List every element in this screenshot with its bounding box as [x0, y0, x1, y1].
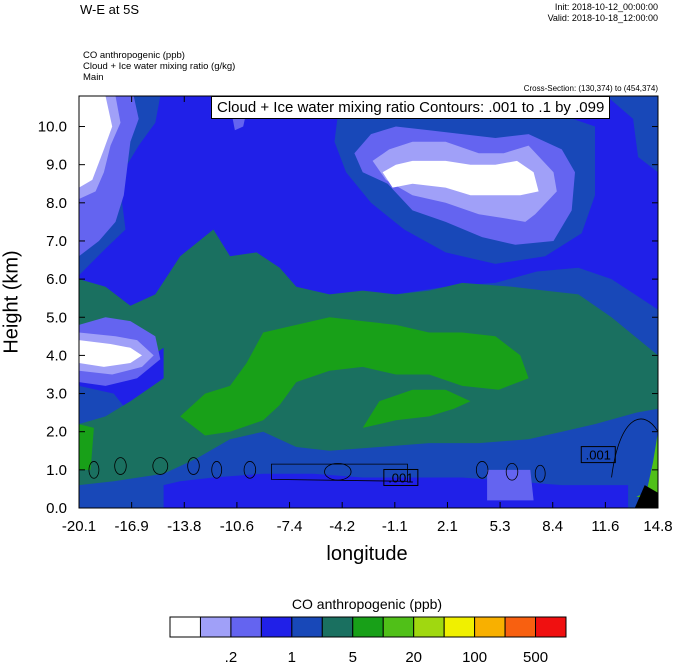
- x-tick-label: -7.4: [277, 518, 303, 535]
- cloud-contour-7: [475, 461, 489, 479]
- co-region-9: [636, 431, 658, 501]
- x-tick-label: 8.4: [542, 518, 563, 535]
- co-region-6: [180, 317, 529, 436]
- x-tick-label: -10.6: [220, 518, 254, 535]
- colorbar-swatch: [443, 616, 476, 638]
- colorbar-swatch: [474, 616, 506, 638]
- colorbar-tick-label: 100: [462, 649, 487, 666]
- colorbar-swatch: [260, 616, 293, 638]
- cloud-contour-8: [505, 462, 519, 481]
- terrain: [634, 485, 658, 508]
- colorbar-swatch: [535, 616, 567, 638]
- cloud-contour-3: [187, 457, 200, 475]
- cloud-contour-layer: .001 .001: [88, 418, 658, 508]
- co-region-22: [382, 160, 539, 196]
- colorbar-swatch: [321, 616, 354, 638]
- colorbar-swatch: [291, 616, 323, 638]
- x-tick-label: 2.1: [437, 518, 458, 535]
- colorbar-swatch: [382, 616, 415, 638]
- y-tick-label: 3.0: [46, 386, 67, 403]
- co-region-15: [487, 469, 534, 501]
- colorbar-swatch: [413, 616, 445, 638]
- cloud-contour-1: [114, 457, 127, 475]
- cloud-contour-4: [211, 461, 223, 479]
- contour-line-label-box: [383, 468, 419, 486]
- colorbar-swatch: [169, 616, 201, 638]
- co-region-7: [79, 424, 94, 470]
- init-time: Init: 2018-10-12_00:00:00: [554, 2, 658, 12]
- contour-line-label: .001: [586, 448, 611, 463]
- colorbar: .2 1 5 20 100 500: [169, 616, 567, 666]
- colorbar-swatch: [504, 616, 537, 638]
- co-region-20: [79, 96, 113, 188]
- x-tick-label: -4.2: [329, 518, 355, 535]
- plot-title: W-E at 5S: [80, 2, 140, 17]
- contour-info-box: Cloud + Ice water mixing ratio Contours:…: [211, 96, 611, 119]
- colorbar-title: CO anthropogenic (ppb): [291, 596, 443, 612]
- x-tick-label: -13.8: [167, 518, 201, 535]
- cloud-contour-2: [152, 457, 169, 475]
- y-tick-label: 5.0: [46, 309, 67, 326]
- colorbar-tick-label: 5: [349, 649, 357, 666]
- cloud-contour-0: [88, 461, 100, 479]
- fill-variable-label: CO anthropogenic (ppb): [83, 50, 185, 61]
- cloud-contour-5: [243, 461, 257, 479]
- y-tick-label: 4.0: [46, 347, 67, 364]
- y-tick-label: 10.0: [38, 119, 67, 136]
- colorbar-swatch: [230, 616, 262, 638]
- y-axis-label: Height (km): [0, 250, 23, 354]
- co-region-8: [362, 389, 471, 428]
- cross-section-label: Cross-Section: (130,374) to (454,374): [523, 84, 658, 93]
- y-tick-label: 6.0: [46, 271, 67, 288]
- contour-line-label-box: [580, 446, 616, 464]
- colorbar-tick-label: 1: [288, 649, 296, 666]
- x-axis-label: longitude: [326, 543, 408, 565]
- y-tick-label: 0.0: [46, 500, 67, 517]
- cloud-contour-band: [271, 463, 408, 482]
- x-tick-label: -20.1: [62, 518, 96, 535]
- y-tick-label: 8.0: [46, 195, 67, 212]
- y-tick-label: 9.0: [46, 157, 67, 174]
- co-region-21: [79, 340, 142, 367]
- run-label: Main: [83, 72, 104, 83]
- axes: -20.1 -16.9 -13.8 -10.6 -7.4 -4.2 -1.1 2.1 5.3 8.…: [38, 96, 673, 535]
- contour-line-label: .001: [388, 470, 413, 485]
- x-tick-label: 11.6: [591, 518, 619, 535]
- co-fill-layer: [79, 96, 658, 508]
- x-tick-label: 14.8: [643, 518, 672, 535]
- cloud-contour-east: [611, 418, 658, 478]
- colorbar-tick-label: 500: [523, 649, 548, 666]
- contour-variable-label: Cloud + Ice water mixing ratio (g/kg): [83, 61, 236, 72]
- x-tick-label: -1.1: [382, 518, 408, 535]
- valid-time: Valid: 2018-10-18_12:00:00: [547, 13, 658, 23]
- y-tick-label: 1.0: [46, 462, 67, 479]
- colorbar-tick-label: .2: [225, 649, 238, 666]
- y-tick-label: 7.0: [46, 233, 67, 250]
- colorbar-swatch: [352, 616, 384, 638]
- y-tick-label: 2.0: [46, 424, 67, 441]
- cloud-contour-9: [534, 464, 546, 483]
- colorbar-tick-label: 20: [405, 649, 422, 666]
- x-tick-label: 5.3: [490, 518, 511, 535]
- x-tick-label: -16.9: [115, 518, 149, 535]
- colorbar-swatch: [199, 616, 232, 638]
- co-region-4: [606, 96, 658, 173]
